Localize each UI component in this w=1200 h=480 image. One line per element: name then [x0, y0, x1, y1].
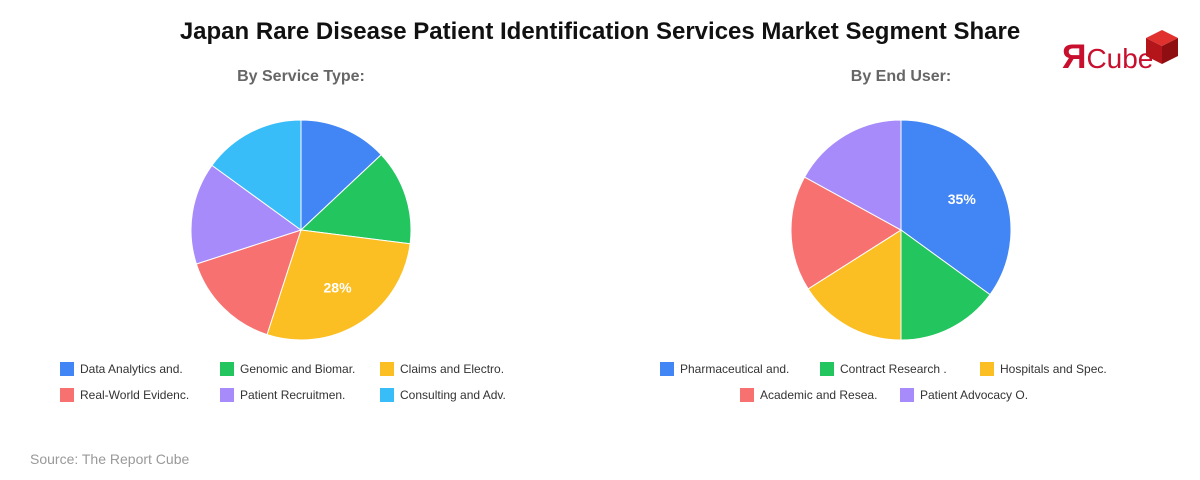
- legend-label: Consulting and Adv.: [400, 388, 506, 402]
- legend-label: Real-World Evidenc.: [80, 388, 190, 402]
- legend-swatch: [380, 388, 394, 402]
- legend-label: Genomic and Biomar.: [240, 362, 356, 376]
- pie-data-label-pharmaceutical-and: 35%: [948, 191, 977, 207]
- pie-subtitle-end-user: By End User:: [850, 68, 952, 85]
- legend-swatch: [740, 388, 754, 402]
- legend-swatch: [820, 362, 834, 376]
- legend-swatch: [60, 362, 74, 376]
- logo-text: ЯCube: [1062, 40, 1153, 74]
- pie-slice-hospitals-and-spec: [807, 229, 902, 341]
- legend-swatch: [220, 362, 234, 376]
- report-cube-logo: ЯCube: [1062, 26, 1182, 82]
- pie-slice-real-world-evidenc: [195, 229, 302, 336]
- pie-slice-patient-advocacy-o: [803, 119, 902, 231]
- pie-slice-genomic-and-biomar: [299, 153, 412, 245]
- pie-slice-academic-and-resea: [790, 176, 902, 290]
- pie-data-label-claims-and-electro: 28%: [324, 280, 353, 296]
- pie-chart-end-user: 35%: [790, 119, 1012, 341]
- legend-label: Pharmaceutical and.: [680, 362, 790, 376]
- legend-swatch: [220, 388, 234, 402]
- pie-chart-service-type: 28%: [190, 119, 412, 341]
- pie-slice-consulting-and-adv: [211, 119, 302, 231]
- legend-swatch: [380, 362, 394, 376]
- legend-service-type: Data Analytics and. Genomic and Biomar. Cl…: [60, 360, 540, 410]
- legend-swatch: [900, 388, 914, 402]
- source-note: Source: The Report Cube: [30, 451, 190, 467]
- legend-label: Claims and Electro.: [400, 362, 505, 376]
- legend-swatch: [60, 388, 74, 402]
- legend-end-user: Pharmaceutical and. Contract Research . Ho…: [660, 360, 1140, 410]
- logo-r-glyph: Я: [1062, 38, 1087, 76]
- pie-slice-data-analytics-and: [300, 119, 382, 232]
- chart-title: Japan Rare Disease Patient Identificatio…: [179, 18, 1021, 45]
- pie-slice-pharmaceutical-and: [900, 119, 1012, 296]
- legend-label: Patient Recruitmen.: [240, 388, 346, 402]
- pie-slice-claims-and-electro: [266, 229, 411, 341]
- legend-label: Academic and Resea.: [760, 388, 878, 402]
- legend-label: Data Analytics and.: [80, 362, 183, 376]
- logo-word: Cube: [1086, 43, 1154, 74]
- legend-label: Hospitals and Spec.: [1000, 362, 1107, 376]
- legend-swatch: [980, 362, 994, 376]
- pie-slice-patient-recruitmen: [190, 164, 303, 265]
- pie-slice-contract-research: [900, 229, 991, 341]
- legend-label: Contract Research .: [840, 362, 947, 376]
- pie-subtitle-service-type: By Service Type:: [237, 68, 365, 85]
- legend-label: Patient Advocacy O.: [920, 388, 1029, 402]
- legend-swatch: [660, 362, 674, 376]
- cube-icon: [1146, 30, 1178, 64]
